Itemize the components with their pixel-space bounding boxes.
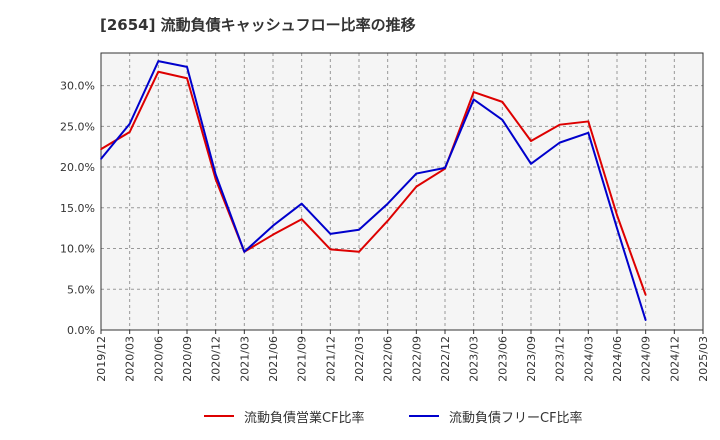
data-point-operating-cf [472,91,475,93]
data-point-free-cf [644,319,647,322]
x-tick-label: 2020/06 [152,336,165,382]
x-tick-label: 2023/06 [496,336,509,382]
data-point-operating-cf [644,294,647,296]
data-point-operating-cf [157,70,160,73]
data-point-free-cf [272,224,274,227]
legend: 流動負債営業CF比率 流動負債フリーCF比率 [0,404,720,428]
legend-label-operating-cf: 流動負債営業CF比率 [244,410,365,426]
data-point-operating-cf [186,77,188,80]
x-tick-label: 2020/03 [124,336,137,382]
data-point-operating-cf [272,233,274,236]
x-tick-label: 2024/12 [668,336,681,382]
y-tick-label: 15.0% [60,202,95,215]
data-point-operating-cf [300,218,303,220]
plot-frame [100,52,704,331]
data-point-free-cf [587,132,590,134]
x-tick-label: 2023/03 [468,336,481,382]
data-point-free-cf [501,119,504,121]
data-point-free-cf [214,173,217,176]
x-tick-label: 2023/09 [525,336,538,382]
x-tick-label: 2021/09 [296,336,309,382]
data-point-free-cf [386,202,389,205]
x-tick-label: 2019/12 [95,336,108,382]
legend-item-free-cf: 流動負債フリーCF比率 [409,404,583,428]
x-tick-label: 2021/06 [267,336,280,382]
data-point-free-cf [558,141,561,144]
plot-area [101,53,703,330]
data-point-free-cf [128,123,131,125]
x-tick-label: 2020/12 [210,336,223,382]
data-point-free-cf [186,66,188,68]
data-point-operating-cf [358,250,360,253]
data-point-operating-cf [587,120,590,123]
x-tick-label: 2021/03 [238,336,251,382]
legend-swatch-free-cf [409,415,439,417]
data-point-free-cf [300,202,303,205]
data-point-operating-cf [616,214,618,216]
data-point-free-cf [358,228,360,231]
data-point-free-cf [329,233,332,235]
y-tick-label: 5.0% [67,283,95,296]
y-tick-label: 10.0% [60,243,95,256]
x-tick-label: 2024/09 [640,336,653,382]
data-point-free-cf [472,98,475,101]
data-point-operating-cf [214,178,217,181]
y-tick-label: 0.0% [67,324,95,337]
y-tick-label: 20.0% [60,161,95,174]
data-point-free-cf [100,158,102,160]
data-point-operating-cf [386,220,389,222]
x-tick-label: 2022/09 [410,336,423,382]
data-point-operating-cf [415,185,418,188]
x-tick-label: 2022/12 [439,336,452,382]
data-point-free-cf [415,172,418,175]
data-point-operating-cf [329,248,332,251]
legend-swatch-operating-cf [204,415,234,417]
data-point-operating-cf [100,148,102,150]
series-line-operating-cf [100,70,647,296]
y-tick-label: 25.0% [60,120,95,133]
data-point-free-cf [444,167,446,169]
x-tick-label: 2024/06 [611,336,624,382]
legend-item-operating-cf: 流動負債営業CF比率 [204,404,365,428]
data-point-operating-cf [128,131,131,133]
x-tick-label: 2020/09 [181,336,194,382]
data-point-operating-cf [530,140,532,142]
data-point-operating-cf [501,101,504,103]
x-tick-label: 2021/12 [324,336,337,382]
legend-label-free-cf: 流動負債フリーCF比率 [449,410,583,426]
chart-title: [2654] 流動負債キャッシュフロー比率の推移 [100,16,416,34]
y-tick-label: 30.0% [60,80,95,93]
x-tick-label: 2025/03 [697,336,710,382]
data-point-free-cf [157,60,160,62]
x-tick-label: 2024/03 [582,336,595,382]
series-line-free-cf [100,60,647,321]
x-tick-label: 2022/06 [382,336,395,382]
data-point-free-cf [243,250,246,253]
data-point-free-cf [616,227,618,229]
data-point-operating-cf [558,123,561,126]
data-point-free-cf [530,163,532,165]
x-tick-label: 2023/12 [554,336,567,382]
x-tick-label: 2022/03 [353,336,366,382]
